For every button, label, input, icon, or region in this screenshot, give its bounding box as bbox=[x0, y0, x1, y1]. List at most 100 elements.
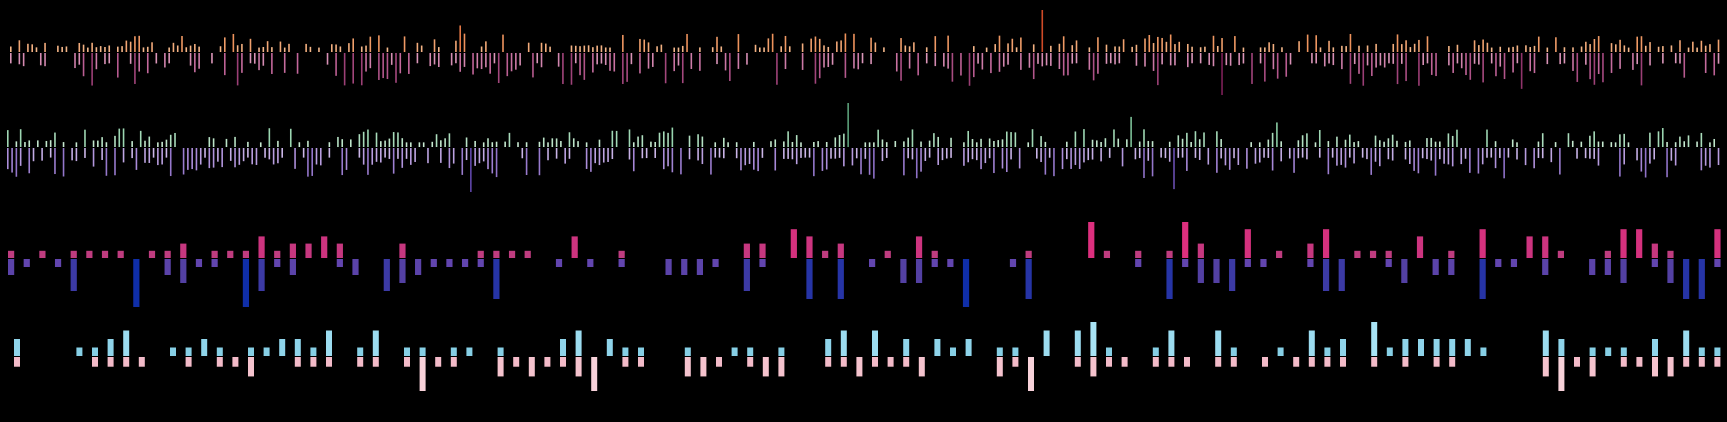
bar-up bbox=[1456, 44, 1459, 52]
bar-down bbox=[1516, 148, 1518, 160]
bar-down bbox=[804, 148, 807, 158]
bar-down bbox=[1152, 53, 1155, 71]
bar-up bbox=[258, 47, 260, 52]
bar-down bbox=[74, 53, 76, 69]
bar-down bbox=[438, 53, 440, 67]
bar-down bbox=[294, 357, 301, 367]
bar-down bbox=[613, 53, 616, 72]
bar-up bbox=[1103, 250, 1111, 258]
bar-down bbox=[28, 148, 31, 174]
bar-up bbox=[1216, 131, 1218, 147]
bar-down bbox=[801, 53, 804, 70]
bar-down bbox=[525, 148, 528, 175]
bar-up bbox=[1354, 250, 1361, 258]
bar-up bbox=[628, 129, 631, 147]
bar-up bbox=[1615, 44, 1617, 52]
bar-down bbox=[1447, 148, 1450, 165]
bar-up bbox=[1383, 141, 1385, 147]
bar-up bbox=[335, 44, 337, 52]
bar-down bbox=[22, 53, 25, 67]
bar-up bbox=[1610, 142, 1613, 147]
bar-down bbox=[272, 148, 275, 165]
bar-down bbox=[392, 148, 395, 174]
bar-up bbox=[560, 141, 562, 147]
bar-down bbox=[1242, 53, 1245, 64]
bar-up bbox=[600, 45, 603, 52]
bar-down bbox=[950, 148, 952, 158]
bar-down bbox=[1025, 259, 1032, 299]
bar-up bbox=[1088, 47, 1091, 52]
bar-down bbox=[258, 53, 260, 71]
bar-down bbox=[1168, 148, 1171, 162]
bar-up bbox=[1401, 44, 1403, 52]
bar-up bbox=[1667, 250, 1674, 258]
bar-down bbox=[1584, 148, 1587, 159]
bar-down bbox=[1610, 53, 1613, 73]
bar-down bbox=[410, 148, 412, 165]
bar-up bbox=[639, 38, 641, 52]
bar-down bbox=[962, 259, 970, 307]
bar-up bbox=[1433, 339, 1440, 356]
bar-up bbox=[1482, 39, 1484, 52]
bar-up bbox=[980, 138, 982, 147]
bar-up bbox=[1100, 141, 1102, 147]
bar-down bbox=[1259, 53, 1262, 64]
bar-up bbox=[1151, 141, 1154, 147]
bar-down bbox=[618, 259, 625, 267]
bar-up bbox=[474, 140, 476, 147]
bar-up bbox=[555, 138, 558, 147]
bar-up bbox=[1332, 47, 1335, 52]
bar-up bbox=[1327, 141, 1330, 147]
bar-down bbox=[476, 53, 479, 69]
bar-up bbox=[367, 129, 369, 147]
bar-down bbox=[690, 53, 693, 69]
bar-down bbox=[1041, 53, 1044, 67]
bar-down bbox=[383, 259, 390, 291]
bar-down bbox=[455, 53, 457, 64]
bar-up bbox=[1662, 46, 1664, 52]
bar-down bbox=[903, 357, 910, 367]
bar-up bbox=[542, 137, 545, 147]
bar-up bbox=[1683, 330, 1690, 356]
bar-up bbox=[1050, 45, 1052, 52]
bar-down bbox=[555, 259, 563, 267]
bar-up bbox=[737, 34, 740, 52]
bar-down bbox=[700, 357, 707, 377]
bar-up bbox=[877, 129, 879, 147]
bar-up bbox=[1318, 130, 1321, 147]
bar-up bbox=[180, 243, 187, 258]
bar-up bbox=[1062, 36, 1065, 52]
bar-up bbox=[1088, 222, 1095, 258]
bar-down bbox=[168, 53, 170, 64]
bar-down bbox=[419, 357, 426, 391]
bar-up bbox=[440, 140, 442, 147]
bar-down bbox=[1486, 148, 1488, 158]
bar-down bbox=[825, 357, 832, 367]
bar-down bbox=[519, 53, 521, 66]
bar-up bbox=[560, 339, 566, 356]
bar-down bbox=[681, 259, 688, 275]
bar-up bbox=[1191, 46, 1193, 52]
bar-up bbox=[236, 45, 239, 52]
bar-up bbox=[1122, 39, 1125, 52]
bar-down bbox=[326, 357, 332, 367]
bar-down bbox=[62, 148, 65, 177]
bar-down bbox=[870, 53, 872, 65]
bar-down bbox=[310, 357, 317, 367]
bar-down bbox=[489, 53, 491, 74]
bar-down bbox=[664, 53, 667, 84]
bar-down bbox=[1542, 259, 1549, 275]
bar-up bbox=[549, 46, 551, 52]
bar-down bbox=[778, 357, 785, 377]
bar-down bbox=[274, 259, 281, 267]
bar-down bbox=[107, 357, 114, 367]
bar-up bbox=[1409, 47, 1412, 52]
bar-up bbox=[455, 40, 457, 52]
bar-down bbox=[761, 148, 764, 158]
bar-up bbox=[365, 45, 367, 52]
bar-up bbox=[8, 250, 15, 258]
bar-up bbox=[146, 46, 149, 52]
bar-up bbox=[1118, 46, 1121, 52]
bar-up bbox=[1197, 243, 1204, 258]
bar-down bbox=[1700, 148, 1703, 171]
